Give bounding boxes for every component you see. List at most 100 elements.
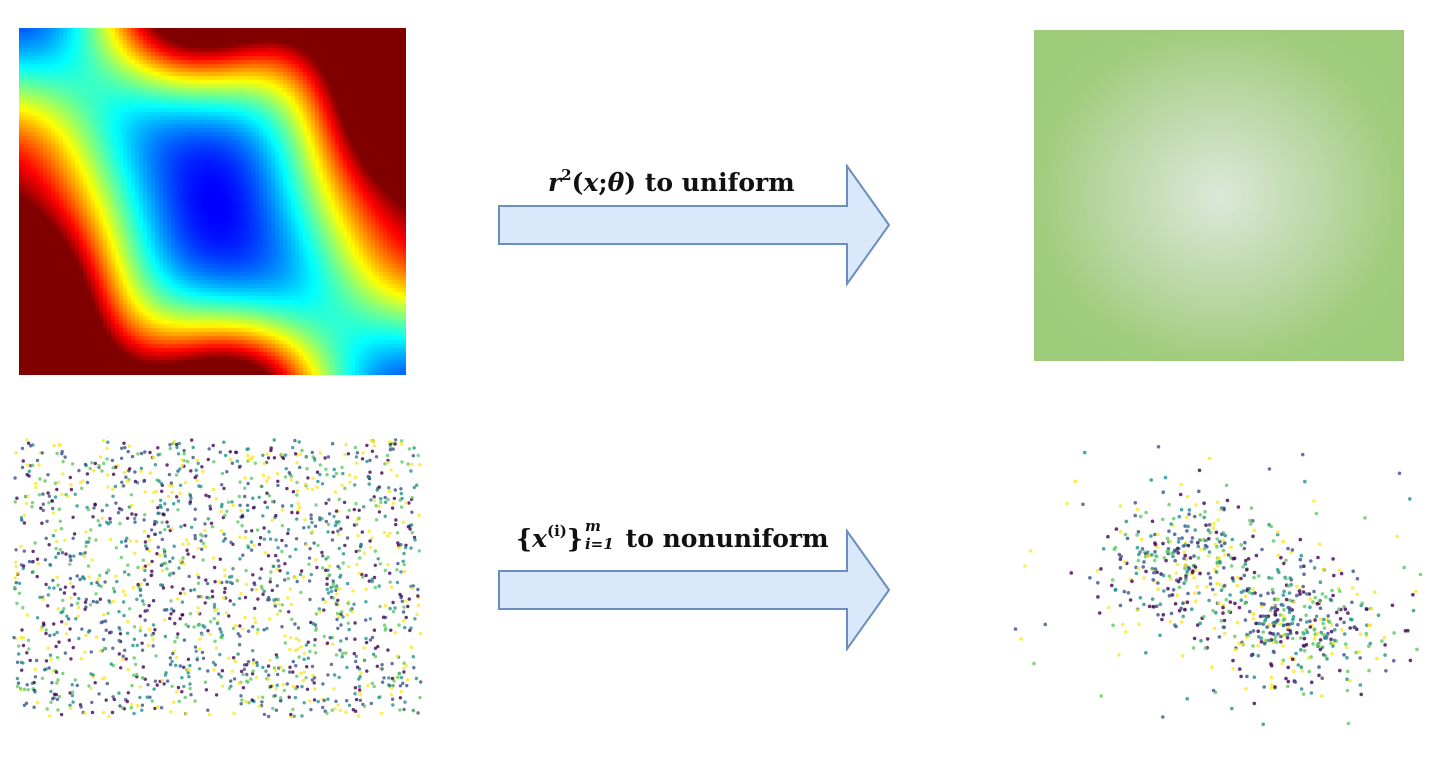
sample-point [1290,657,1295,661]
sample-point [1101,547,1106,551]
sample-point [41,597,45,601]
sample-point [34,658,39,663]
sample-point [336,626,340,630]
sample-point [1320,694,1324,698]
sample-point [149,573,153,578]
sample-point [354,659,358,664]
sample-point [370,449,375,453]
sample-point [176,685,181,690]
sample-point [76,614,80,618]
sample-point [326,591,331,595]
sample-point [1357,650,1361,654]
sample-point [394,518,398,522]
sample-point [176,499,181,503]
sample-point [196,623,200,627]
sample-point [241,686,246,690]
sample-point [1325,657,1329,661]
sample-point [1418,572,1423,577]
sample-point [114,501,118,505]
sample-point [1213,567,1217,572]
sample-point [184,712,188,716]
sample-point [212,616,216,621]
sample-point [220,669,225,673]
sample-point [1162,589,1166,593]
sample-point [255,631,259,635]
sample-point [1256,653,1261,658]
sample-point [89,672,93,676]
sample-point [383,568,387,573]
sample-point [1402,565,1406,570]
sample-point [78,552,83,556]
sample-point [368,638,373,642]
sample-point [241,672,245,677]
sample-point [184,623,188,627]
sample-point [1298,537,1303,542]
sample-point [178,591,183,595]
sample-point [238,624,242,628]
sample-point [213,580,217,584]
sample-point [310,664,315,669]
sample-point [68,706,73,710]
sample-point [1307,669,1312,674]
sample-point [1155,570,1159,574]
sample-point [1179,620,1184,624]
sample-point [135,672,139,677]
sample-point [383,462,387,466]
sample-point [397,623,401,627]
sample-point [221,596,226,600]
sample-point [25,651,29,655]
sample-point [312,676,317,680]
sample-point [305,486,310,491]
sample-point [1236,575,1240,580]
sample-point [191,445,195,450]
sample-point [312,698,317,702]
sample-point [1383,653,1387,657]
sample-point [382,623,387,627]
sample-point [1348,626,1352,630]
sample-point [352,602,356,606]
sample-point [388,580,392,584]
sample-point [1212,626,1217,631]
sample-point [274,538,278,542]
sample-point [1202,615,1206,619]
sample-point [1207,523,1212,527]
sample-point [1171,588,1176,592]
sample-point [1245,567,1249,572]
sample-point [1302,604,1307,609]
sample-point [33,667,37,671]
sample-point [143,450,147,454]
sample-point [1118,603,1123,608]
sample-point [79,705,83,709]
sample-point [257,495,261,499]
sample-point [136,452,140,456]
sample-point [1193,591,1197,595]
sample-point [390,661,394,666]
sample-point [151,499,155,503]
sample-point [411,709,415,713]
sample-point [1192,514,1197,519]
sample-point [183,695,187,700]
sample-point [201,469,205,474]
sample-point [1364,631,1369,636]
sample-point [305,665,309,669]
sample-point [185,459,190,464]
sample-point [78,577,82,582]
sample-point [374,518,379,522]
sample-point [416,603,421,607]
sample-point [153,532,158,536]
sample-point [60,551,65,555]
sample-point [108,520,113,524]
sample-point [1215,560,1220,564]
sample-point [294,687,298,691]
sample-point [345,613,349,617]
sample-point [1184,515,1189,520]
sample-point [343,452,347,457]
sample-point [178,491,182,496]
sample-point [361,451,365,455]
sample-point [1247,590,1252,594]
sample-point [1375,656,1379,661]
sample-point [1337,607,1341,611]
sample-point [1298,592,1302,596]
sample-point [400,496,404,501]
sample-point [1167,502,1171,507]
